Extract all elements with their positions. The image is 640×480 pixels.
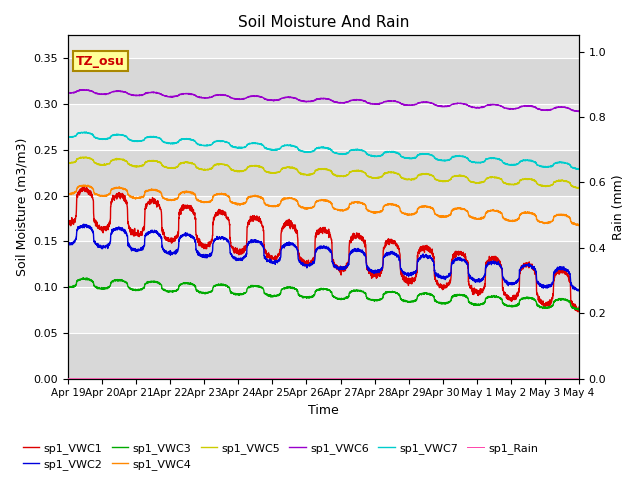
Bar: [68, 287, 579, 333]
sp1_VWC4: [565, 214, 573, 220]
sp1_VWC7: [153, 135, 161, 141]
sp1_VWC5: [282, 165, 290, 170]
sp1_VWC1: [565, 276, 573, 282]
sp1_VWC6: [510, 106, 518, 112]
sp1_VWC1: [123, 198, 131, 204]
sp1_VWC6: [282, 95, 290, 100]
Bar: [68, 104, 579, 150]
sp1_Rain: [153, 376, 161, 382]
sp1_VWC3: [123, 279, 131, 285]
sp1_VWC6: [123, 90, 131, 96]
sp1_VWC7: [574, 167, 582, 172]
sp1_VWC5: [153, 158, 161, 164]
Legend: sp1_VWC1, sp1_VWC2, sp1_VWC3, sp1_VWC4, sp1_VWC5, sp1_VWC6, sp1_VWC7, sp1_Rain: sp1_VWC1, sp1_VWC2, sp1_VWC3, sp1_VWC4, …: [19, 438, 543, 474]
Bar: [68, 36, 579, 58]
sp1_VWC5: [260, 167, 268, 173]
Bar: [68, 333, 579, 379]
Bar: [68, 150, 579, 195]
sp1_VWC3: [282, 285, 290, 291]
sp1_VWC6: [575, 108, 582, 114]
sp1_VWC3: [260, 290, 268, 296]
sp1_VWC7: [575, 167, 583, 172]
sp1_VWC3: [64, 284, 72, 289]
sp1_VWC1: [575, 304, 583, 310]
sp1_VWC6: [565, 106, 573, 111]
sp1_VWC6: [575, 108, 583, 114]
sp1_VWC1: [64, 220, 72, 226]
sp1_VWC3: [79, 275, 87, 281]
sp1_Rain: [64, 376, 72, 382]
sp1_VWC5: [64, 160, 72, 166]
sp1_VWC4: [81, 182, 89, 188]
sp1_VWC6: [260, 96, 268, 101]
sp1_VWC3: [565, 300, 573, 305]
sp1_VWC7: [123, 134, 131, 140]
sp1_VWC2: [153, 230, 161, 236]
sp1_VWC6: [153, 90, 161, 96]
sp1_VWC4: [575, 223, 583, 228]
Title: Soil Moisture And Rain: Soil Moisture And Rain: [238, 15, 409, 30]
sp1_VWC6: [64, 90, 72, 96]
Line: sp1_VWC5: sp1_VWC5: [68, 157, 579, 188]
sp1_VWC2: [575, 287, 583, 293]
sp1_VWC5: [510, 181, 518, 187]
sp1_VWC3: [575, 307, 583, 312]
sp1_VWC7: [64, 134, 72, 140]
sp1_VWC1: [574, 309, 582, 315]
sp1_VWC2: [123, 231, 131, 237]
Text: TZ_osu: TZ_osu: [76, 55, 124, 68]
sp1_VWC6: [79, 87, 86, 93]
Y-axis label: Rain (mm): Rain (mm): [612, 174, 625, 240]
X-axis label: Time: Time: [308, 404, 339, 417]
Line: sp1_VWC7: sp1_VWC7: [68, 132, 579, 169]
sp1_VWC4: [153, 188, 161, 194]
sp1_VWC2: [64, 241, 72, 247]
Line: sp1_VWC6: sp1_VWC6: [68, 90, 579, 111]
Bar: [68, 58, 579, 104]
sp1_VWC2: [80, 221, 88, 227]
sp1_VWC5: [81, 154, 88, 160]
Line: sp1_VWC3: sp1_VWC3: [68, 278, 579, 310]
sp1_VWC4: [260, 200, 268, 205]
sp1_VWC3: [575, 307, 582, 313]
sp1_Rain: [260, 376, 268, 382]
sp1_VWC2: [510, 281, 518, 287]
Line: sp1_VWC1: sp1_VWC1: [68, 186, 579, 312]
sp1_VWC4: [510, 218, 518, 224]
Line: sp1_VWC2: sp1_VWC2: [68, 224, 579, 291]
sp1_VWC4: [64, 190, 72, 195]
Bar: [68, 195, 579, 241]
sp1_VWC2: [565, 270, 573, 276]
Line: sp1_VWC4: sp1_VWC4: [68, 185, 579, 226]
sp1_VWC1: [153, 204, 161, 210]
Y-axis label: Soil Moisture (m3/m3): Soil Moisture (m3/m3): [15, 138, 28, 276]
sp1_VWC5: [565, 180, 573, 185]
sp1_VWC7: [510, 162, 518, 168]
Bar: [68, 241, 579, 287]
sp1_VWC4: [282, 195, 290, 201]
sp1_VWC3: [153, 279, 161, 285]
sp1_VWC5: [575, 185, 583, 191]
sp1_Rain: [565, 376, 573, 382]
sp1_Rain: [122, 376, 130, 382]
sp1_VWC7: [282, 143, 290, 148]
sp1_VWC3: [510, 303, 518, 309]
sp1_VWC7: [565, 161, 573, 167]
sp1_Rain: [510, 376, 518, 382]
sp1_VWC1: [282, 222, 290, 228]
sp1_VWC7: [83, 129, 90, 135]
sp1_VWC1: [260, 242, 268, 248]
sp1_VWC5: [123, 158, 131, 164]
sp1_VWC2: [260, 253, 268, 259]
sp1_VWC4: [575, 223, 582, 228]
sp1_VWC1: [80, 183, 88, 189]
sp1_VWC2: [282, 242, 290, 248]
sp1_Rain: [575, 376, 583, 382]
sp1_VWC2: [574, 288, 582, 294]
sp1_VWC7: [260, 144, 268, 150]
sp1_VWC4: [123, 187, 131, 193]
sp1_Rain: [282, 376, 290, 382]
sp1_VWC1: [510, 295, 518, 301]
